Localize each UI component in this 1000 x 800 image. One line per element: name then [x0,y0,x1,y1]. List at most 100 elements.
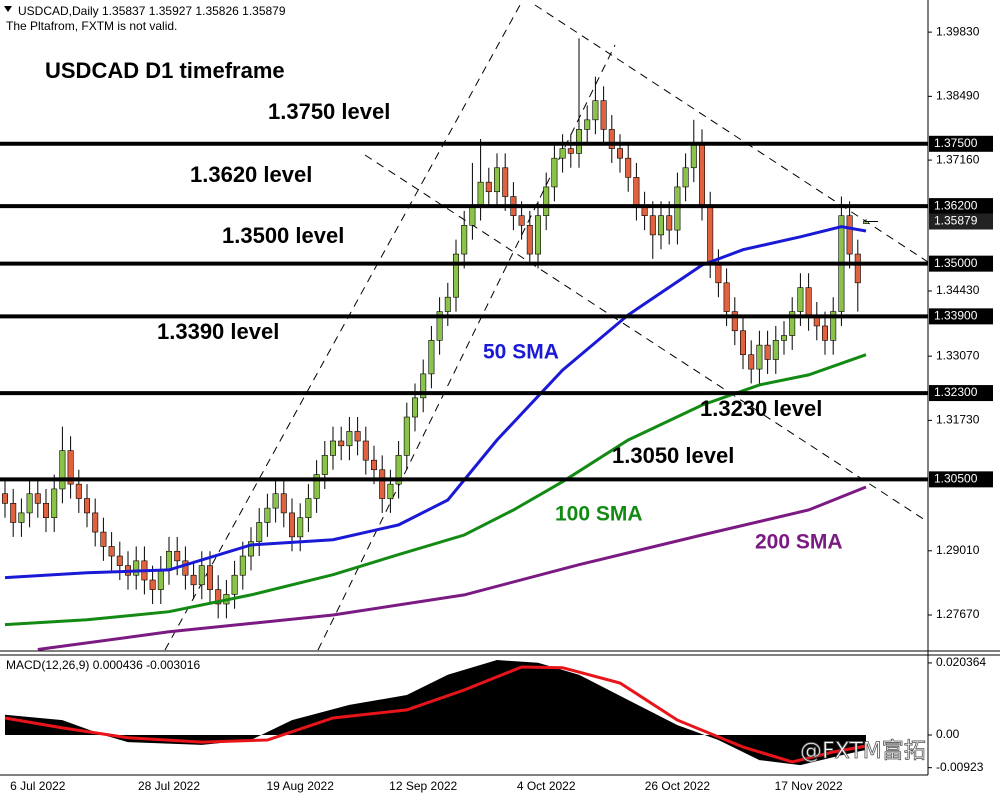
candle-body [690,143,697,169]
y-tick-label: 1.27670 [936,607,980,621]
candle-body [608,129,615,149]
y-tick-label: 0.020364 [936,655,986,669]
candle-body [739,330,746,356]
candle-body [715,263,722,284]
candle-body [797,287,804,312]
last-price-box [929,213,993,230]
candle-body [354,431,361,442]
candle-body [461,224,468,255]
level-label-box [929,385,993,402]
candle-body [67,450,74,485]
level-label: 1.37500 [934,136,978,150]
trend-line [364,154,929,523]
candle-body [207,565,214,590]
candle-body [666,215,673,231]
candle-body [764,344,771,360]
y-tick-label: 1.34430 [936,283,980,297]
level-annotation: 1.3230 level [700,396,822,421]
level-label-box [929,308,993,325]
candle-body [305,498,312,518]
candle-body [346,431,353,447]
candle-body [854,253,861,284]
candle-body [116,555,123,566]
candle-body [215,589,222,605]
candle-body [756,344,763,370]
candle-body [42,503,49,518]
candle-body [805,287,812,317]
menu-arrow [4,6,12,12]
candle-body [600,100,607,130]
candle-body [174,550,181,562]
level-label: 1.35000 [934,256,978,270]
candle-body [682,167,689,188]
candle-body [436,311,443,341]
candle-body [256,522,263,542]
candle-body [280,493,287,514]
candle-body [551,157,558,188]
level-label-box [929,198,993,215]
macd-histogram [5,660,866,766]
candle-body [297,517,304,538]
x-tick-label: 28 Jul 2022 [138,779,200,793]
candle-body [592,100,599,121]
candle-body [493,167,500,193]
candle-body [657,215,664,236]
candle-body [444,296,451,312]
candle-body [616,148,623,159]
candle-body [707,205,714,264]
sma-line [4,225,867,580]
candle-body [698,143,705,207]
candle-body [1,493,9,504]
candle-body [248,541,255,557]
candle-body [625,157,632,178]
macd-signal [4,665,867,764]
trend-line [317,44,616,651]
candle-body [329,440,336,456]
candle-body [108,546,115,557]
candle-body [411,397,418,418]
y-tick-label: -0.00923 [936,760,984,774]
candle-body [84,498,91,514]
x-tick-label: 12 Sep 2022 [389,779,457,793]
candle-body [133,560,140,576]
candle-body [821,325,828,341]
candle-body [674,186,681,231]
candle-body [567,148,574,154]
x-tick-label: 4 Oct 2022 [517,779,576,793]
candle-body [231,574,238,595]
sma-label: 100 SMA [555,503,643,526]
candle-body [166,550,173,571]
sma-label: 50 SMA [483,341,559,364]
candle-body [526,224,533,255]
last-price-label: 1.35879 [934,214,978,228]
candle-body [387,483,394,499]
chart-notice: The Pltafrom, FXTM is not valid. [6,19,177,33]
y-tick-label: 1.31730 [936,413,980,427]
y-tick-label: 1.39830 [936,24,980,38]
sma-label: 200 SMA [755,531,843,554]
candle-body [362,440,369,461]
level-label: 1.36200 [934,198,978,212]
candle-body [75,483,82,499]
candle-body [321,455,328,475]
candle-body [633,177,640,207]
y-tick-label: 1.37160 [936,152,980,166]
candle-body [239,555,246,576]
sma-line [4,353,867,627]
candle-body [723,282,730,312]
candle-body [182,560,189,576]
candle-body [59,450,66,490]
x-tick-label: 26 Oct 2022 [645,779,711,793]
candle-body [157,570,164,590]
candle-body [288,512,295,538]
candle-body [559,148,566,159]
x-tick-label: 17 Nov 2022 [775,779,843,793]
candle-body [543,186,550,217]
x-tick-label: 19 Aug 2022 [266,779,334,793]
chart-title: USDCAD D1 timeframe [45,58,285,83]
candle-body [149,579,156,590]
level-label: 1.33900 [934,309,978,323]
level-label: 1.32300 [934,385,978,399]
